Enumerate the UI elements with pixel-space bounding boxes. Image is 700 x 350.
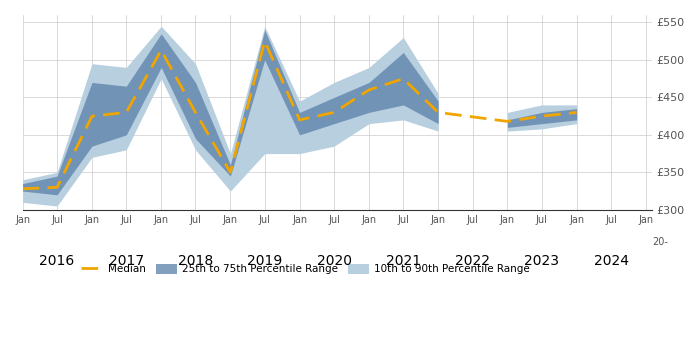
Legend: Median, 25th to 75th Percentile Range, 10th to 90th Percentile Range: Median, 25th to 75th Percentile Range, 1… [77, 260, 534, 279]
Text: 20-: 20- [652, 237, 668, 247]
